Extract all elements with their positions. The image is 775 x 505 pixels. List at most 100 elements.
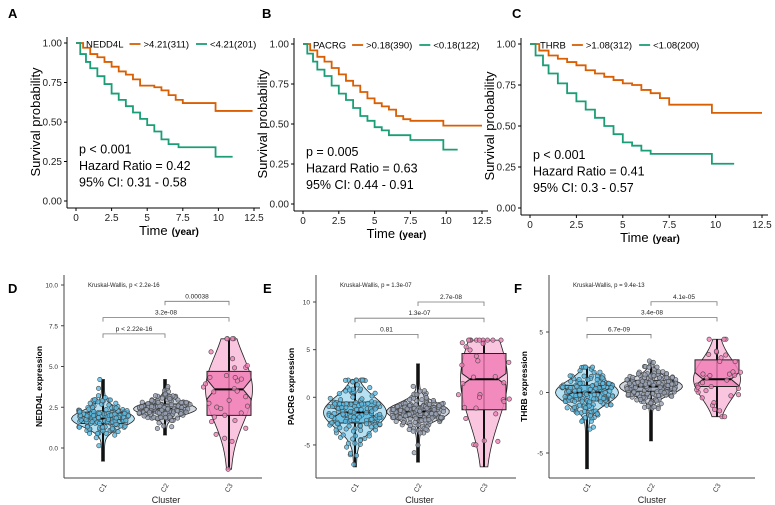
data-point <box>583 364 589 370</box>
legend-label: >4.21(311) <box>144 40 190 51</box>
data-point <box>414 392 420 398</box>
data-point <box>244 363 250 369</box>
y-tick-label: 0.50 <box>497 122 517 133</box>
data-point <box>427 401 433 407</box>
data-point <box>352 433 358 439</box>
x-tick-label: C3 <box>479 483 490 494</box>
data-point <box>598 399 604 405</box>
data-point <box>178 411 184 417</box>
y-tick-label: -5 <box>537 451 543 458</box>
data-point <box>359 396 365 402</box>
x-tick-label: 0 <box>73 213 79 224</box>
data-point <box>463 416 469 422</box>
data-point <box>625 392 631 398</box>
x-tick-label: 7.5 <box>662 220 676 231</box>
data-point <box>224 336 230 342</box>
data-point <box>417 408 423 414</box>
data-point <box>375 401 381 407</box>
data-point <box>96 443 102 449</box>
y-tick-label: 1.00 <box>43 39 63 50</box>
data-point <box>354 382 360 388</box>
test-label: Kruskal-Wallis, p = 9.4e-13 <box>573 283 645 289</box>
data-point <box>723 352 729 358</box>
data-point <box>407 403 413 409</box>
data-point <box>656 369 662 375</box>
data-point <box>656 380 662 386</box>
x-tick-label: C2 <box>160 483 171 494</box>
data-point <box>630 374 636 380</box>
data-point <box>92 397 98 403</box>
data-point <box>712 406 718 412</box>
legend-title: PACRG <box>313 41 346 52</box>
data-point <box>332 401 338 407</box>
data-point <box>707 373 713 379</box>
data-point <box>372 390 378 396</box>
data-point <box>492 374 498 380</box>
data-point <box>473 442 479 448</box>
data-point <box>154 425 160 431</box>
data-point <box>564 405 570 411</box>
data-point <box>407 397 413 403</box>
data-point <box>369 393 375 399</box>
data-point <box>357 441 363 447</box>
y-tick-label: 0.50 <box>43 118 63 129</box>
data-point <box>152 393 158 399</box>
panel-label: F <box>514 281 522 296</box>
data-point <box>165 406 171 412</box>
data-point <box>473 405 479 411</box>
data-point <box>357 437 363 443</box>
y-tick-label: 10 <box>303 300 311 307</box>
violin-panel-E: E -5 0 5 10 PACRG expression Cluster Kruskal-Wa… <box>263 275 516 505</box>
data-point <box>673 377 679 383</box>
data-point <box>440 408 446 414</box>
data-point <box>661 390 667 396</box>
x-tick-label: 12.5 <box>244 213 264 224</box>
y-tick-label: 7.5 <box>49 323 58 330</box>
data-point <box>169 424 175 430</box>
data-point <box>175 415 181 421</box>
x-axis-title: Cluster <box>405 495 434 505</box>
data-point <box>391 407 397 413</box>
y-axis-title: NEDD4L expression <box>34 346 44 427</box>
data-point <box>377 411 383 417</box>
data-point <box>584 391 590 397</box>
data-point <box>353 406 359 412</box>
data-point <box>699 395 705 401</box>
data-point <box>477 394 483 400</box>
data-point <box>585 377 591 383</box>
data-point <box>359 377 365 383</box>
data-point <box>411 450 417 456</box>
data-point <box>407 416 413 422</box>
data-point <box>350 436 356 442</box>
annotation: p < 0.001 <box>533 148 586 162</box>
data-point <box>347 387 353 393</box>
data-point <box>244 403 250 409</box>
km-panel-A: A 0.00 0.25 0.50 0.75 1.00 0 2.5 5 7.5 10 12.5 Time (… <box>8 6 264 238</box>
data-point <box>87 400 93 406</box>
data-point <box>238 410 244 416</box>
annotation: Hazard Ratio = 0.42 <box>79 159 191 173</box>
test-label: Kruskal-Wallis, p < 2.2e-16 <box>88 283 160 289</box>
y-tick-label: 0 <box>306 395 310 402</box>
comparison-p-value: 2.7e-08 <box>440 294 462 301</box>
x-tick-label: C1 <box>350 483 361 494</box>
data-point <box>232 418 238 424</box>
annotation: 95% CI: 0.44 - 0.91 <box>306 178 414 192</box>
comparison-p-value: 1.3e-07 <box>408 310 430 317</box>
comparison-p-value: 3.4e-08 <box>641 309 663 316</box>
x-axis-title-text: Time <box>367 226 395 241</box>
data-point <box>655 392 661 398</box>
data-point <box>606 380 612 386</box>
y-tick-label: 5.0 <box>49 364 58 371</box>
y-tick-label: 0.25 <box>270 160 290 171</box>
data-point <box>225 466 231 472</box>
data-point <box>635 379 641 385</box>
y-tick-label: 0.75 <box>497 81 517 92</box>
data-point <box>703 388 709 394</box>
data-point <box>93 435 99 441</box>
x-tick-label: 0 <box>527 220 533 231</box>
data-point <box>230 356 236 362</box>
x-axis-unit: (year) <box>399 230 426 241</box>
data-point <box>423 395 429 401</box>
data-point <box>429 411 435 417</box>
